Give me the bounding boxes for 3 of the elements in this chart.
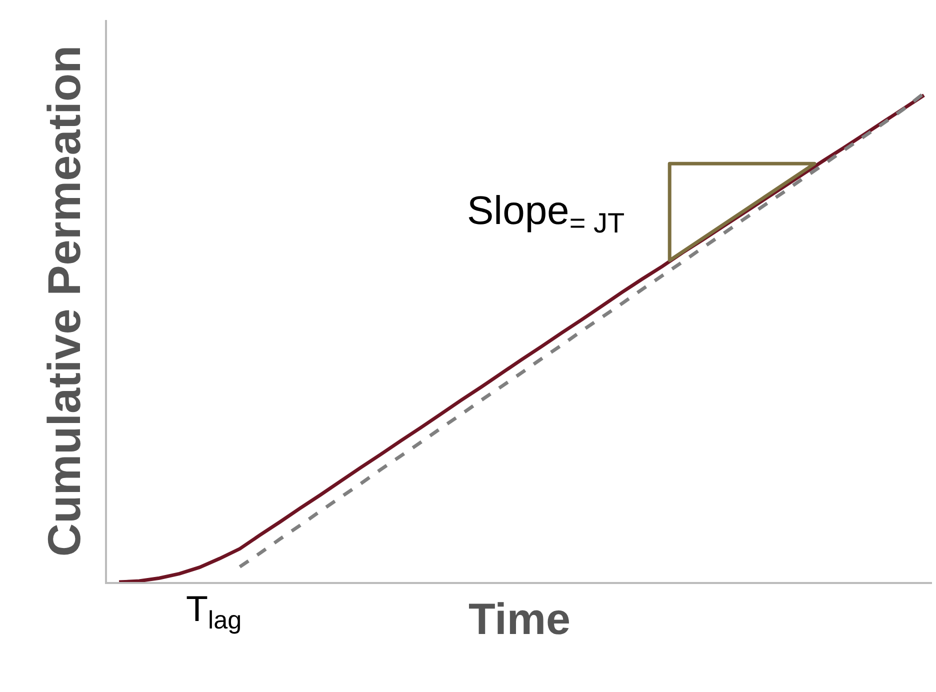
text: T$_{lag}$ — [186, 588, 242, 635]
y-axis-title: Cumulative Permeation — [38, 45, 90, 557]
x-axis-title: Time — [468, 595, 570, 644]
